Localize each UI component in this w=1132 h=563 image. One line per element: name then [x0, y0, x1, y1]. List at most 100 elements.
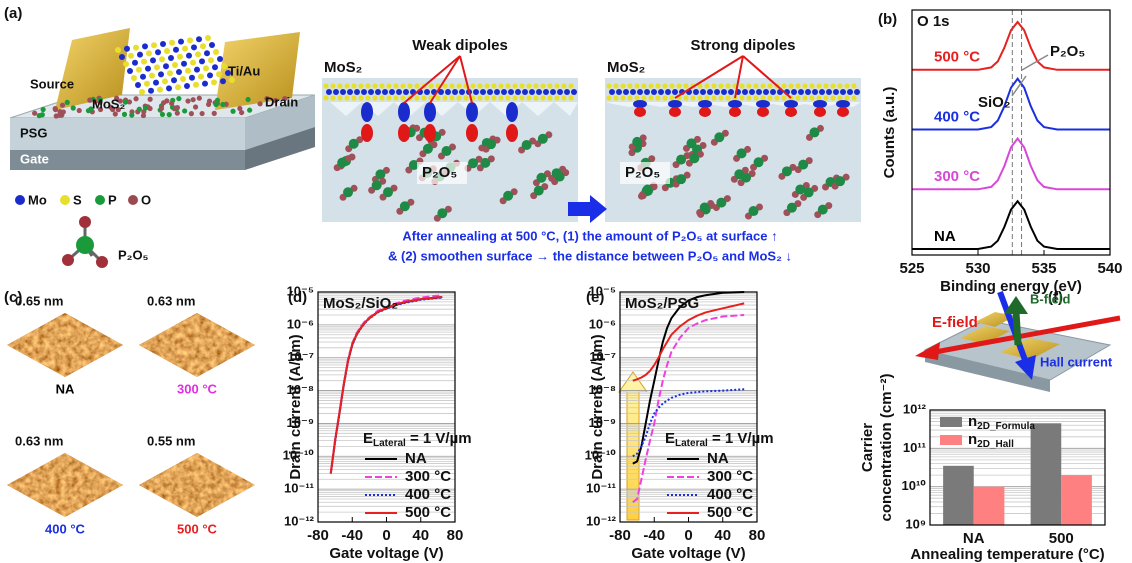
- atom: [623, 89, 629, 95]
- atom: [812, 89, 818, 95]
- atom: [196, 95, 202, 101]
- y-axis-label: Drain current (A/µm): [589, 334, 606, 479]
- atom: [52, 106, 59, 113]
- atom: [480, 89, 486, 95]
- atom: [554, 95, 560, 101]
- atom: [477, 83, 483, 89]
- legend-label: 400 °C: [405, 486, 451, 503]
- atom: [665, 89, 671, 95]
- panel-label: (f): [1048, 289, 1063, 306]
- atom: [200, 43, 206, 50]
- afm-image: [139, 453, 255, 517]
- atom: [257, 101, 263, 107]
- atom: [123, 61, 129, 67]
- series-label: 500 °C: [934, 49, 980, 66]
- dipole-positive: [837, 107, 849, 117]
- legend-label-part: 2D_Formula: [977, 421, 1035, 432]
- atom: [216, 71, 222, 78]
- atom: [400, 83, 406, 89]
- legend-title-part: Lateral: [373, 438, 406, 449]
- atom: [802, 83, 808, 89]
- atom: [634, 83, 640, 89]
- psg-side: [245, 95, 315, 150]
- atom: [372, 83, 378, 89]
- y-tick-label: 10⁻¹⁰: [585, 448, 617, 463]
- atom: [718, 83, 724, 89]
- atom: [188, 111, 194, 117]
- atom: [211, 79, 217, 86]
- atom: [707, 89, 713, 95]
- atom: [386, 95, 392, 101]
- panel-label: (b): [878, 11, 897, 28]
- atom: [644, 89, 650, 95]
- atom: [131, 75, 137, 81]
- annotation: P₂O₅: [1050, 43, 1085, 60]
- atom: [382, 89, 388, 95]
- pointer-arrow: [403, 55, 461, 104]
- y-tick-label: 10¹¹: [903, 440, 926, 455]
- atom: [571, 89, 577, 95]
- bar: [973, 486, 1005, 525]
- x-tick-label: -80: [307, 527, 329, 544]
- legend-label: n2D_Formula: [968, 413, 1035, 432]
- atom: [700, 89, 706, 95]
- atom: [161, 100, 167, 106]
- y-tick-label: 10⁻¹⁰: [283, 448, 315, 463]
- atom-icon: [128, 195, 138, 205]
- illustration-label: B-field: [1030, 291, 1071, 306]
- atom: [816, 83, 822, 89]
- atom: [704, 83, 710, 89]
- atom: [195, 51, 201, 58]
- atom: [155, 49, 161, 56]
- atom: [166, 112, 172, 118]
- dipole-negative: [836, 100, 850, 108]
- atom: [840, 89, 846, 95]
- pointer-arrow: [429, 55, 461, 104]
- atom: [494, 89, 500, 95]
- atom: [442, 83, 448, 89]
- atom: [540, 83, 546, 89]
- atom: [699, 202, 710, 213]
- atom: [739, 95, 745, 101]
- atom: [206, 98, 213, 104]
- x-tick-label: 535: [1031, 260, 1056, 277]
- afm-images: 0.65 nm NA 0.63 nm 300 °C 0.63 nm 400 °C 0.55 …: [7, 293, 255, 536]
- atom: [76, 107, 82, 114]
- drain-label: Drain: [265, 94, 298, 109]
- atom: [159, 111, 166, 118]
- atom: [851, 95, 857, 101]
- atom: [375, 169, 386, 180]
- atom: [774, 95, 780, 101]
- atom: [669, 95, 675, 101]
- x-tick-label: NA: [963, 530, 985, 547]
- atom: [711, 83, 717, 89]
- atom: [64, 99, 70, 105]
- atom: [194, 66, 200, 73]
- y-tick-label: 10⁹: [905, 516, 926, 531]
- dipole-negative: [756, 100, 770, 108]
- condition-label: 300 °C: [177, 381, 218, 396]
- atom: [186, 52, 192, 59]
- atom: [445, 89, 451, 95]
- atom: [115, 107, 121, 113]
- atom: [158, 105, 165, 112]
- atom: [522, 89, 528, 95]
- atom: [697, 83, 703, 89]
- atom: [189, 74, 195, 81]
- atom: [728, 89, 734, 95]
- atom: [823, 83, 829, 89]
- atom: [816, 95, 822, 101]
- legend-label: 500 °C: [405, 504, 451, 521]
- atom: [756, 89, 762, 95]
- caption: & (2) smoothen surface → the distance be…: [388, 248, 792, 263]
- atom: [533, 185, 544, 196]
- pointer-arrow: [734, 55, 744, 99]
- atom: [550, 89, 556, 95]
- legend-swatch: [940, 417, 962, 427]
- gate-side: [245, 127, 315, 170]
- dipole-negative: [398, 102, 410, 122]
- contact-label: Ti/Au: [228, 63, 260, 78]
- atom: [202, 80, 208, 87]
- atom: [543, 89, 549, 95]
- dipole-positive: [506, 124, 518, 142]
